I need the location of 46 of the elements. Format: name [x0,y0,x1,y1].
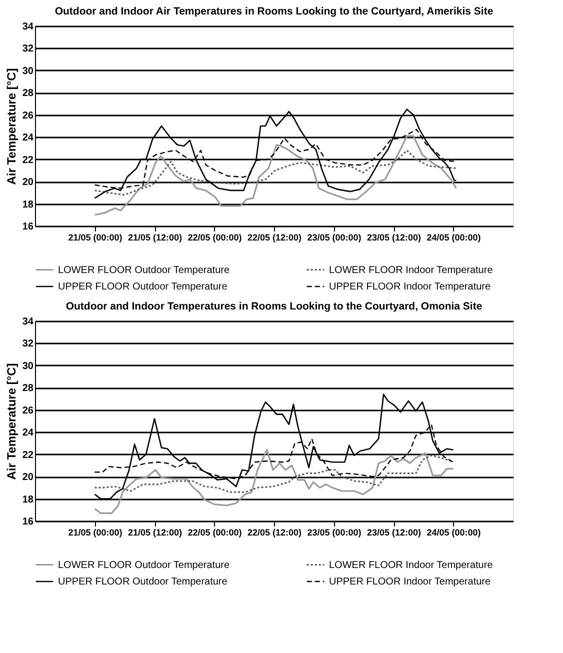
y-tick-label: 34 [22,316,34,328]
x-tick-label: 23/05 (00:00) [307,232,362,242]
legend-label: LOWER FLOOR Outdoor Temperature [58,264,230,276]
x-tick-label: 24/05 (00:00) [426,232,481,242]
x-tick-label: 22/05 (12:00) [247,528,302,538]
y-tick-label: 20 [22,472,34,484]
x-tick-label: 22/05 (00:00) [188,232,242,242]
x-tick-label: 23/05 (12:00) [366,232,422,242]
x-tick-label: 22/05 (12:00) [247,232,302,242]
x-tick-label: 21/05 (12:00) [128,528,182,538]
y-tick-label: 26 [22,405,34,416]
x-tick-label: 23/05 (12:00) [366,528,422,538]
y-tick-label: 24 [22,132,34,144]
y-axis-title: Air Temperature [°C] [4,363,18,480]
x-tick-label: 21/05 (00:00) [68,528,122,538]
y-tick-label: 18 [22,494,34,506]
chart-title: Outdoor and Indoor Temperatures in Rooms Looking to the Courtyard, Omonia Site [66,300,482,312]
legend-label: LOWER FLOOR Outdoor Temperature [58,560,230,571]
y-tick-label: 16 [22,222,34,232]
y-tick-label: 18 [22,199,34,210]
legend-label: LOWER FLOOR Indoor Temperature [329,264,494,276]
x-tick-label: 21/05 (12:00) [128,232,182,242]
y-tick-label: 30 [22,360,34,372]
y-tick-label: 32 [22,44,34,55]
legend-label: UPPER FLOOR Indoor Temperature [329,576,491,588]
y-tick-label: 28 [22,88,34,100]
legend-label: LOWER FLOOR Indoor Temperature [329,560,494,571]
y-tick-label: 32 [22,338,34,350]
y-tick-label: 28 [22,383,34,394]
y-tick-label: 34 [22,22,34,32]
x-tick-label: 24/05 (00:00) [426,528,481,538]
legend-label: UPPER FLOOR Indoor Temperature [329,282,491,292]
y-tick-label: 20 [22,177,34,188]
y-axis-title: Air Temperature [°C] [4,68,18,185]
x-tick-label: 23/05 (00:00) [307,528,362,538]
y-tick-label: 22 [22,450,34,461]
y-tick-label: 26 [22,110,34,122]
y-tick-label: 22 [22,154,34,166]
x-tick-label: 21/05 (00:00) [68,232,122,242]
chart-title: Outdoor and Indoor Air Temperatures in Rooms Looking to the Courtyard, Amerikis Site [54,6,494,18]
legend-label: UPPER FLOOR Outdoor Temperature [58,576,228,588]
y-tick-label: 30 [22,66,34,77]
y-tick-label: 24 [22,428,34,439]
y-tick-label: 16 [22,516,34,528]
x-tick-label: 22/05 (00:00) [188,528,242,538]
legend-label: UPPER FLOOR Outdoor Temperature [58,282,228,292]
